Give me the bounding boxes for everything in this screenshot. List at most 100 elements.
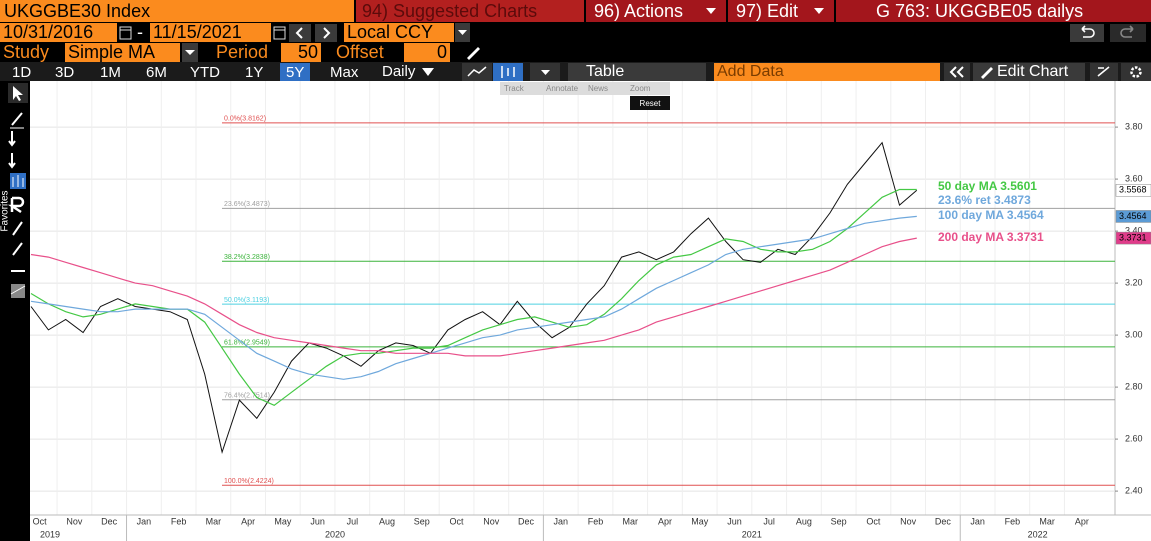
next-button[interactable] bbox=[315, 24, 337, 42]
x-tick-label: Mar bbox=[1039, 516, 1055, 526]
end-date[interactable]: 11/15/2021 bbox=[150, 23, 271, 42]
x-tick-label: May bbox=[691, 516, 709, 526]
dropdown[interactable] bbox=[455, 23, 470, 42]
y-tick-label: 3.60 bbox=[1125, 173, 1143, 183]
y-tick-label: 2.40 bbox=[1125, 485, 1143, 495]
collapse-button[interactable] bbox=[944, 63, 970, 81]
x-tick-label: Apr bbox=[658, 516, 672, 526]
menu-item[interactable]: 94) Suggested Charts bbox=[356, 0, 584, 22]
price-tag bbox=[1115, 231, 1151, 245]
period-field[interactable]: 50 bbox=[281, 43, 321, 62]
start-date[interactable]: 10/31/2016 bbox=[0, 23, 117, 42]
fib-label: 76.4%(2.7514) bbox=[224, 393, 270, 400]
offset-field[interactable]: 0 bbox=[404, 43, 450, 62]
x-tick-label: Feb bbox=[171, 516, 187, 526]
x-tick-label: Dec bbox=[518, 516, 535, 526]
edit-chart-button[interactable]: Edit Chart bbox=[973, 63, 1085, 81]
legend-entry: 50 day MA 3.5601 bbox=[938, 179, 1037, 193]
range-button[interactable]: 1M bbox=[100, 63, 121, 81]
x-tick-label: Sep bbox=[831, 516, 847, 526]
calendar-icon[interactable] bbox=[119, 25, 132, 40]
dropdown[interactable] bbox=[182, 43, 198, 62]
legend-entry: 100 day MA 3.4564 bbox=[938, 208, 1044, 222]
menu-item[interactable]: 96) Actions bbox=[586, 0, 726, 22]
fib-label: 61.8%(2.9549) bbox=[224, 340, 270, 347]
currency-field[interactable]: Local CCY bbox=[344, 23, 454, 42]
sidebar-label: Favorites bbox=[0, 190, 11, 231]
tool-button[interactable]: Annotate bbox=[546, 84, 579, 93]
frequency-dropdown[interactable]: Daily bbox=[382, 62, 452, 81]
fib-label: 0.0%(3.8162) bbox=[224, 116, 266, 123]
pen-icon bbox=[981, 67, 993, 79]
add-data-field[interactable]: Add Data bbox=[714, 63, 940, 81]
offset-label: Offset bbox=[336, 43, 384, 62]
x-tick-label: Jan bbox=[970, 516, 985, 526]
menu-item[interactable]: 97) Edit bbox=[728, 0, 834, 22]
x-tick-label: Nov bbox=[483, 516, 500, 526]
price-tag-label: 3.3731 bbox=[1119, 232, 1147, 242]
fib-label: 100.0%(2.4224) bbox=[224, 478, 274, 485]
x-tick-label: Oct bbox=[33, 516, 48, 526]
prev-button[interactable] bbox=[289, 24, 311, 42]
x-tick-label: Jun bbox=[310, 516, 325, 526]
price-tag-label: 3.4564 bbox=[1119, 211, 1147, 221]
x-tick-label: Jul bbox=[763, 516, 775, 526]
settings-buttons[interactable] bbox=[1090, 63, 1151, 81]
price-tag-label: 3.5568 bbox=[1119, 185, 1147, 195]
x-tick-label: Nov bbox=[66, 516, 83, 526]
x-tick-label: May bbox=[274, 516, 292, 526]
x-tick-label: Jan bbox=[137, 516, 152, 526]
x-tick-label: Mar bbox=[206, 516, 222, 526]
chart: 2.40 2.60 2.80 3.00 3.20 3.40 3.60 3.80 Oct Nov De… bbox=[30, 81, 1151, 541]
x-tick-label: Mar bbox=[622, 516, 638, 526]
study-field[interactable]: Simple MA bbox=[65, 43, 180, 62]
range-button[interactable]: 6M bbox=[146, 63, 167, 81]
table-button[interactable]: Table bbox=[568, 63, 706, 81]
undo-button[interactable] bbox=[1070, 24, 1104, 42]
year-label: 2022 bbox=[1028, 529, 1048, 539]
security-field[interactable]: UKGGBE30 Index bbox=[0, 0, 354, 22]
x-tick-label: Feb bbox=[588, 516, 604, 526]
tool-button[interactable]: Zoom bbox=[630, 84, 651, 93]
x-tick-label: Oct bbox=[866, 516, 881, 526]
calendar-icon[interactable] bbox=[273, 25, 286, 40]
y-tick-label: 2.60 bbox=[1125, 433, 1143, 443]
y-tick-label: 2.80 bbox=[1125, 381, 1143, 391]
year-label: 2021 bbox=[742, 529, 762, 539]
chart-type-buttons[interactable] bbox=[462, 63, 560, 81]
price-line bbox=[30, 141, 918, 454]
year-label: 2019 bbox=[40, 529, 60, 539]
y-tick-label: 3.00 bbox=[1125, 329, 1143, 339]
x-tick-label: Jul bbox=[347, 516, 359, 526]
tool-button[interactable]: Track bbox=[504, 84, 524, 93]
x-tick-label: Nov bbox=[900, 516, 917, 526]
range-button[interactable]: 3D bbox=[55, 63, 75, 81]
tool-button[interactable]: News bbox=[588, 84, 609, 93]
x-tick-label: Aug bbox=[796, 516, 812, 526]
range-button[interactable]: 5Y bbox=[280, 63, 311, 81]
x-tick-label: Dec bbox=[101, 516, 118, 526]
range-button[interactable]: 1D bbox=[12, 63, 32, 81]
reset-button[interactable]: Reset bbox=[630, 96, 670, 110]
menu-text: 96) Actions bbox=[594, 0, 684, 21]
x-tick-label: Jan bbox=[554, 516, 569, 526]
redo-button[interactable] bbox=[1110, 24, 1146, 42]
y-tick-label: 3.80 bbox=[1125, 121, 1143, 131]
y-tick-label: 3.40 bbox=[1125, 225, 1143, 235]
range-button[interactable]: 1Y bbox=[245, 63, 264, 81]
x-tick-label: Feb bbox=[1005, 516, 1021, 526]
menu-text: 97) Edit bbox=[736, 0, 799, 21]
range-button[interactable]: Max bbox=[330, 63, 359, 81]
pen-icon[interactable] bbox=[464, 44, 482, 61]
x-tick-label: Dec bbox=[935, 516, 952, 526]
x-tick-label: Oct bbox=[450, 516, 465, 526]
chart-tools: Track Annotate News Zoom bbox=[500, 82, 670, 95]
date-separator: - bbox=[137, 23, 143, 42]
ma-line bbox=[30, 215, 917, 380]
dropdown-arrow bbox=[814, 8, 824, 14]
x-tick-label: Apr bbox=[1075, 516, 1089, 526]
range-button[interactable]: YTD bbox=[190, 63, 220, 81]
x-tick-label: Apr bbox=[241, 516, 255, 526]
